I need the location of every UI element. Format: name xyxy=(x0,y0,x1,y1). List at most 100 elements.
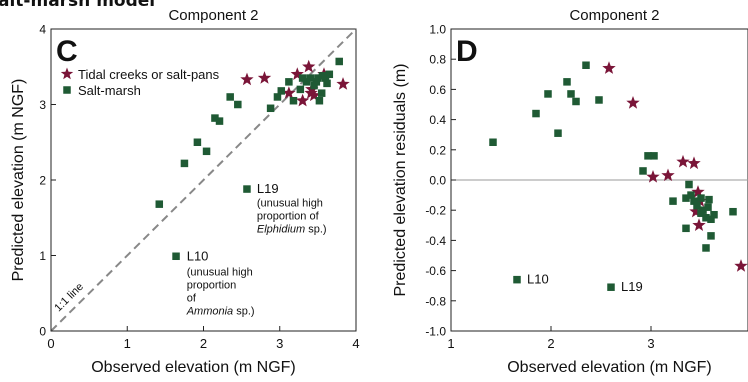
square-point xyxy=(513,275,521,284)
one-to-one-label: 1:1 line xyxy=(52,281,86,314)
square-point xyxy=(63,86,71,94)
annotation-text: L19 xyxy=(257,181,279,196)
x-tick-label: 0 xyxy=(47,336,54,351)
star-point xyxy=(302,59,316,73)
square-point xyxy=(644,152,652,160)
star-point xyxy=(734,259,748,272)
y-tick-label: 2 xyxy=(39,174,46,188)
star-point xyxy=(689,204,703,218)
x-tick-label: 3 xyxy=(647,336,654,351)
annotation-text: proportion of xyxy=(257,211,320,223)
panel-letter: C xyxy=(56,35,78,68)
y-tick-label: -1.0 xyxy=(425,325,446,339)
x-axis-label: Observed elevation (m NGF) xyxy=(91,359,296,376)
square-point xyxy=(243,185,251,193)
y-tick-label: -0.4 xyxy=(425,234,446,248)
square-point xyxy=(323,79,331,88)
y-tick-label: -0.8 xyxy=(425,294,446,308)
annotation-text: of xyxy=(187,292,197,304)
square-point xyxy=(544,90,552,98)
square-point xyxy=(707,215,715,224)
square-point xyxy=(318,72,327,80)
square-point xyxy=(729,207,737,216)
square-point xyxy=(707,232,715,240)
square-point xyxy=(312,78,321,86)
x-tick-label: 2 xyxy=(200,336,207,351)
y-tick-label: 4 xyxy=(39,23,46,37)
square-point xyxy=(693,201,701,210)
y-tick-label: 0.8 xyxy=(429,53,446,67)
square-point xyxy=(277,87,286,95)
y-tick-label: 1 xyxy=(39,249,46,263)
square-point xyxy=(315,96,324,105)
square-point xyxy=(704,203,712,211)
square-point xyxy=(489,138,497,146)
square-point xyxy=(266,104,275,113)
square-point xyxy=(285,78,293,86)
x-tick-label: 1 xyxy=(124,336,131,351)
series-l19 xyxy=(607,283,615,291)
star-point xyxy=(602,61,616,74)
square-point xyxy=(702,244,710,252)
panel-letter: D xyxy=(456,35,478,68)
series-salt-marsh xyxy=(489,61,737,252)
series-salt-marsh xyxy=(155,57,343,208)
annotation: L19 xyxy=(621,279,643,294)
star-point xyxy=(60,67,74,80)
star-point xyxy=(687,156,701,170)
panel-d: Component 2 1 2 3 1.0 0.8 0.6 0.4 0.2 0.0 -0.2 -0.4… xyxy=(392,7,748,376)
square-point xyxy=(607,283,615,291)
square-point xyxy=(685,180,693,189)
y-axis-label: Predicted elevation (m NGF) xyxy=(10,79,27,282)
square-point xyxy=(532,109,540,118)
annotation-text: L10 xyxy=(187,248,209,263)
star-point xyxy=(676,154,690,168)
star-point xyxy=(661,168,675,182)
star-point xyxy=(307,88,321,102)
square-point xyxy=(310,81,318,90)
y-axis-label: Predicted elevation residuals (m) xyxy=(392,64,409,297)
series-l10 xyxy=(513,275,521,284)
y-tick-label: -0.6 xyxy=(425,264,446,278)
annotation: L10 xyxy=(527,272,549,287)
square-point xyxy=(306,74,314,82)
square-point xyxy=(302,78,311,86)
annotation-text: Ammonia sp.) xyxy=(186,305,255,317)
square-point xyxy=(572,97,580,106)
series-l19 xyxy=(243,185,251,193)
square-point xyxy=(314,74,322,82)
square-point xyxy=(710,210,718,219)
annotation: L19 xyxy=(257,181,279,196)
star-point xyxy=(282,86,296,99)
x-tick-label: 4 xyxy=(352,336,359,351)
square-point xyxy=(215,117,224,125)
square-point xyxy=(563,78,571,86)
y-tick-label: 0.2 xyxy=(429,143,446,157)
square-point xyxy=(567,90,575,98)
y-tick-label: 0 xyxy=(39,325,46,339)
square-point xyxy=(180,159,189,168)
square-point xyxy=(172,252,180,261)
series-l10 xyxy=(172,252,180,261)
panel-title: Component 2 xyxy=(569,7,659,24)
panel-c: Component 2 1:1 line 0 1 2 3 4 0 1 2 3 4 Observed el… xyxy=(10,7,360,376)
square-point xyxy=(234,100,242,109)
series-tidal-creeks-or-salt-pans xyxy=(602,61,748,272)
square-point xyxy=(325,70,334,79)
figure-title: alt-marsh model xyxy=(0,0,156,11)
annotation-text: (unusual high xyxy=(257,198,323,210)
x-axis-label: Observed elevation (m NGF) xyxy=(507,359,712,376)
square-point xyxy=(155,200,164,208)
square-point xyxy=(705,195,713,204)
x-tick-label: 3 xyxy=(276,336,283,351)
square-point xyxy=(697,194,705,202)
square-point xyxy=(650,152,658,160)
star-point xyxy=(646,170,660,183)
square-point xyxy=(669,197,677,205)
star-point xyxy=(304,86,318,99)
star-point xyxy=(240,72,254,86)
legend-label: Salt-marsh xyxy=(78,83,141,98)
